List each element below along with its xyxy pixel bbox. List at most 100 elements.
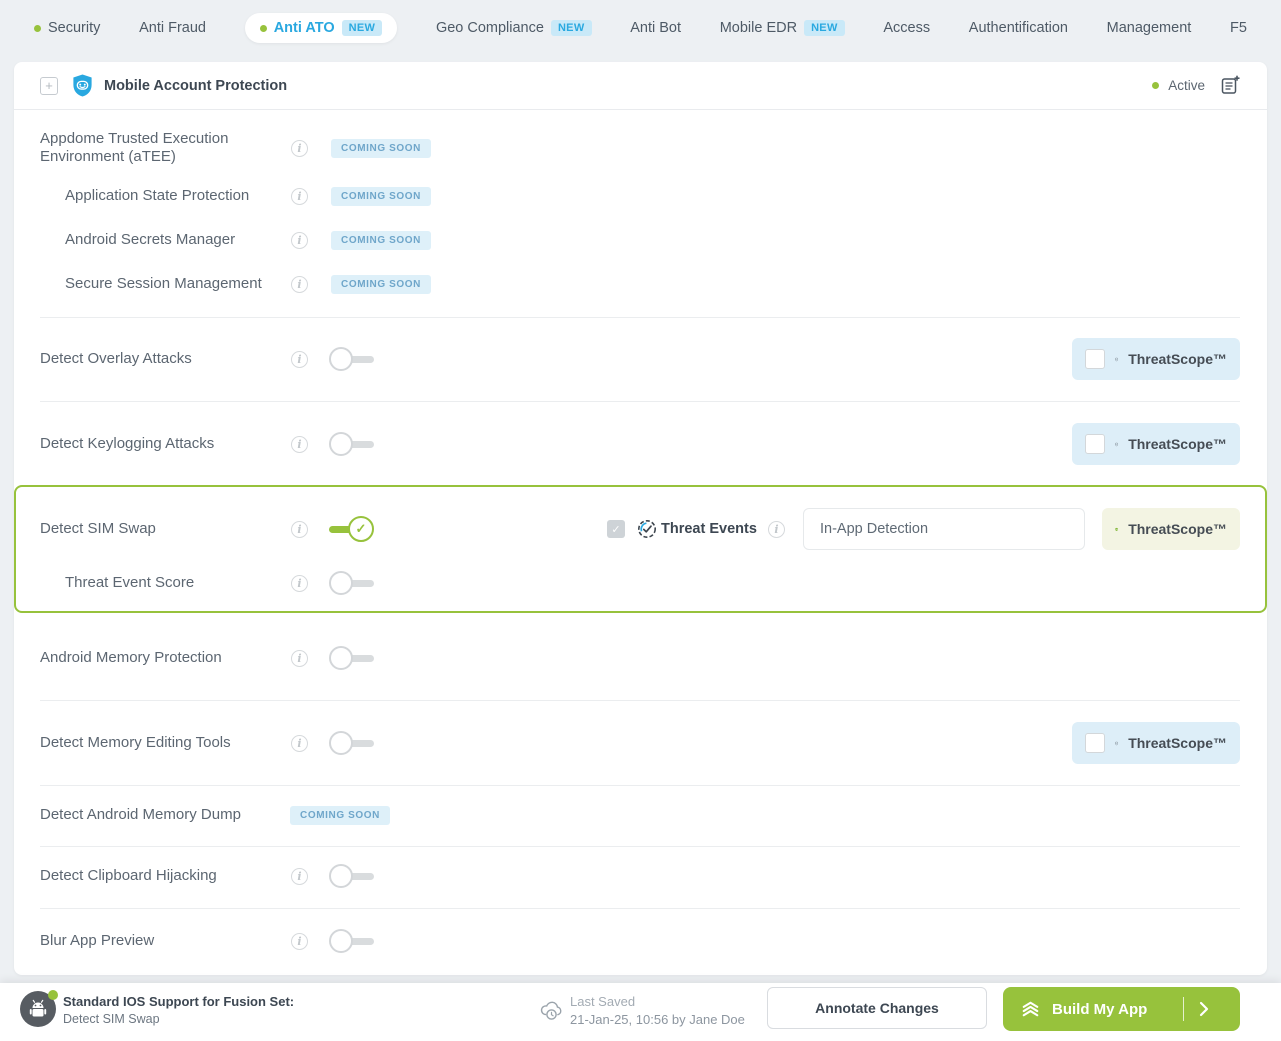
feature-label: Detect Overlay Attacks — [40, 350, 192, 367]
feature-row-detect-clipboard-hijacking: Detect Clipboard Hijacking — [40, 855, 1240, 897]
threat-events-checkbox[interactable] — [607, 520, 625, 538]
divider — [40, 401, 1240, 402]
status-dot-icon — [259, 24, 267, 32]
threat-events-label: Threat Events — [661, 521, 757, 537]
coming-soon-badge: COMING SOON — [331, 186, 431, 206]
threatscope-checkbox[interactable] — [1085, 434, 1105, 454]
feature-row-detect-android-memory-dump: Detect Android Memory Dump COMING SOON — [40, 794, 1240, 836]
info-icon[interactable] — [291, 187, 308, 205]
threatscope-button-overlay[interactable]: ThreatScope™ — [1072, 338, 1240, 380]
threatscope-checkbox[interactable] — [1085, 733, 1105, 753]
nav-item-geo-compliance[interactable]: Geo Compliance NEW — [436, 20, 592, 36]
top-nav: Security Anti Fraud Anti ATO NEW Geo Com… — [0, 0, 1281, 56]
feature-label: Detect Memory Editing Tools — [40, 734, 231, 751]
nav-item-anti-fraud[interactable]: Anti Fraud — [139, 20, 206, 36]
toggle-detect-memory-editing-tools[interactable] — [329, 730, 374, 756]
feature-row-secure-session-management: Secure Session Management COMING SOON — [40, 263, 1240, 305]
chevron-right-icon[interactable] — [1184, 987, 1224, 1031]
annotate-changes-label: Annotate Changes — [815, 1000, 939, 1016]
fusion-set-title: Standard IOS Support for Fusion Set: — [63, 994, 295, 1009]
nav-item-anti-ato[interactable]: Anti ATO NEW — [244, 13, 398, 43]
account-protection-shield-icon — [71, 73, 94, 98]
feature-row-atee: Appdome Trusted Execution Environment (a… — [40, 126, 1240, 170]
build-my-app-button[interactable]: Build My App — [1003, 987, 1240, 1031]
cloud-saved-icon — [538, 999, 565, 1022]
info-icon[interactable] — [291, 574, 308, 592]
info-icon[interactable] — [291, 139, 308, 157]
expand-icon[interactable] — [40, 76, 58, 95]
toggle-blur-app-preview[interactable] — [329, 928, 374, 954]
detection-mode-dropdown[interactable]: In-App Detection — [803, 508, 1085, 550]
threatscope-shield-icon — [1115, 357, 1118, 361]
info-icon[interactable] — [291, 932, 308, 950]
feature-label: Detect Android Memory Dump — [40, 806, 241, 823]
threatscope-label: ThreatScope™ — [1128, 436, 1227, 452]
nav-item-authentification[interactable]: Authentification — [969, 20, 1068, 36]
build-fusion-icon — [1022, 1001, 1039, 1016]
nav-item-security[interactable]: Security — [34, 20, 100, 36]
annotate-changes-button[interactable]: Annotate Changes — [767, 987, 987, 1029]
nav-label: Mobile EDR — [719, 20, 798, 36]
nav-label: Authentification — [968, 20, 1068, 36]
threatscope-shield-icon — [1115, 527, 1118, 531]
coming-soon-badge: COMING SOON — [331, 138, 431, 158]
nav-item-anti-bot[interactable]: Anti Bot — [630, 20, 681, 36]
build-my-app-label: Build My App — [1052, 1000, 1148, 1018]
info-icon[interactable] — [291, 435, 308, 453]
annotate-note-icon[interactable] — [1220, 75, 1241, 96]
threatscope-button-keylogging[interactable]: ThreatScope™ — [1072, 423, 1240, 465]
info-icon[interactable] — [291, 350, 308, 368]
threat-events-gauge-icon — [637, 519, 657, 539]
coming-soon-badge: COMING SOON — [290, 805, 390, 825]
toggle-detect-keylogging-attacks[interactable] — [329, 431, 374, 457]
info-icon[interactable] — [291, 275, 308, 293]
divider — [40, 846, 1240, 847]
feature-label: Detect SIM Swap — [40, 520, 156, 537]
new-badge: NEW — [804, 20, 845, 36]
threatscope-label: ThreatScope™ — [1128, 351, 1227, 367]
info-icon[interactable] — [291, 231, 308, 249]
info-icon[interactable] — [768, 521, 785, 538]
last-saved-value: 21-Jan-25, 10:56 by Jane Doe — [570, 1012, 745, 1027]
feature-label: Detect Keylogging Attacks — [40, 435, 215, 452]
feature-label: Application State Protection — [65, 187, 250, 204]
threatscope-shield-icon — [1115, 442, 1118, 446]
nav-label: Management — [1106, 20, 1192, 36]
threatscope-button-sim-swap[interactable]: ThreatScope™ — [1102, 508, 1240, 550]
toggle-android-memory-protection[interactable] — [329, 645, 374, 671]
status-dot-icon — [34, 24, 41, 32]
info-icon[interactable] — [291, 867, 308, 885]
feature-row-detect-overlay-attacks: Detect Overlay Attacks — [40, 338, 1240, 380]
feature-row-detect-sim-swap: Detect SIM Swap Threat Events In-App Det… — [40, 508, 1240, 550]
nav-label: Access — [883, 20, 931, 36]
fusion-set-info: Standard IOS Support for Fusion Set: Det… — [63, 994, 294, 1026]
nav-item-access[interactable]: Access — [883, 20, 930, 36]
divider — [40, 785, 1240, 786]
nav-item-management[interactable]: Management — [1107, 20, 1192, 36]
nav-label: Anti Fraud — [139, 20, 206, 36]
threatscope-button-memory-editing[interactable]: ThreatScope™ — [1072, 722, 1240, 764]
coming-soon-badge: COMING SOON — [331, 274, 431, 294]
info-icon[interactable] — [291, 734, 308, 752]
toggle-detect-sim-swap[interactable] — [329, 516, 374, 542]
feature-row-android-memory-protection: Android Memory Protection — [40, 637, 1240, 679]
nav-item-f5[interactable]: F5 — [1230, 20, 1247, 36]
nav-item-mobile-edr[interactable]: Mobile EDR NEW — [720, 20, 845, 36]
detection-mode-value: In-App Detection — [820, 521, 929, 537]
new-badge: NEW — [341, 20, 383, 36]
feature-label: Android Memory Protection — [40, 649, 222, 666]
toggle-detect-overlay-attacks[interactable] — [329, 346, 374, 372]
toggle-threat-event-score[interactable] — [329, 570, 374, 596]
feature-row-detect-keylogging-attacks: Detect Keylogging Attacks — [40, 423, 1240, 465]
feature-label: Detect Clipboard Hijacking — [40, 867, 217, 884]
last-saved-info: Last Saved 21-Jan-25, 10:56 by Jane Doe — [570, 994, 745, 1027]
info-icon[interactable] — [291, 520, 308, 538]
last-saved-label: Last Saved — [570, 994, 636, 1009]
nav-label: Geo Compliance — [435, 20, 544, 36]
info-icon[interactable] — [291, 649, 308, 667]
new-badge: NEW — [550, 20, 592, 36]
mobile-account-protection-card: Mobile Account Protection Active Appdome… — [14, 62, 1267, 975]
toggle-detect-clipboard-hijacking[interactable] — [329, 863, 374, 889]
divider — [40, 908, 1240, 909]
threatscope-checkbox[interactable] — [1085, 349, 1105, 369]
